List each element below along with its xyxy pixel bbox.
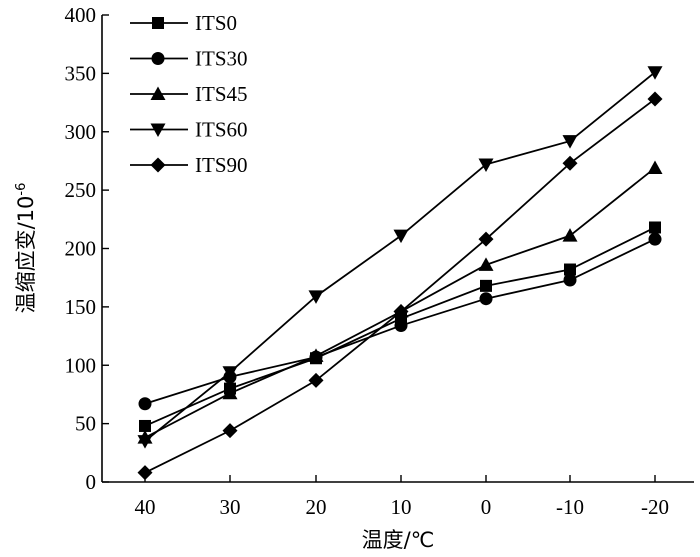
data-point-its90 [647,91,663,107]
data-point-its90 [562,155,578,171]
series-its90 [137,91,663,481]
y-axis-title-exponent: -6 [14,183,29,196]
data-point-its60 [647,66,663,80]
legend-label: ITS45 [195,82,248,106]
data-point-its45 [308,348,324,362]
legend-marker [152,17,164,29]
legend-label: ITS60 [195,118,248,142]
y-axis-title: 温缩应变/10-6 [14,183,38,314]
legend-item-its45: ITS45 [130,82,248,106]
data-point-its30 [479,292,493,306]
data-point-its60 [393,229,409,244]
data-point-its60 [562,135,578,149]
y-tick-label: 300 [65,120,97,144]
legend-item-its60: ITS60 [130,118,248,142]
data-point-its30 [394,319,408,333]
data-point-its45 [478,257,494,271]
data-point-its60 [222,366,238,380]
legend-marker [150,157,166,173]
legend-marker [151,52,165,65]
legend-marker [150,86,166,100]
series-its45 [137,160,663,444]
legend-item-its30: ITS30 [130,47,248,71]
y-axis-title-main: 温缩应变/10 [14,196,38,314]
data-point-its60 [137,435,153,449]
y-tick-label: 250 [65,178,97,202]
series-layer [137,66,663,481]
legend-label: ITS90 [195,153,248,177]
data-point-its60 [308,290,324,304]
data-point-its45 [647,160,663,174]
legend-marker [150,123,166,137]
data-point-its90 [308,372,324,388]
y-tick-label: 400 [65,3,97,27]
legend: ITS0 ITS30 ITS45 ITS60 ITS90 [130,11,248,177]
y-tick-label: 0 [86,470,97,494]
y-tick-label: 50 [75,412,96,436]
legend-label: ITS0 [195,11,237,35]
data-point-its30 [563,273,577,287]
data-point-its30 [138,397,152,411]
series-its60 [137,66,663,449]
x-tick-label: 40 [135,495,156,519]
data-point-its0 [564,263,576,276]
data-point-its0 [480,279,492,292]
y-tick-label: 150 [65,295,97,319]
axes [101,15,694,483]
data-point-its90 [222,423,238,439]
legend-item-its0: ITS0 [130,11,237,35]
data-point-its0 [649,221,661,234]
data-point-its45 [562,228,578,242]
series-line-its45 [144,167,656,439]
data-point-its90 [478,231,494,247]
data-point-its90 [393,304,409,320]
x-tick-label: 20 [306,495,327,519]
x-axis-title: 温度/℃ [362,528,435,552]
data-point-its0 [139,419,151,432]
x-tick-label: -10 [556,495,584,519]
y-ticks: 0 50 100 150 200 250 300 350 400 [65,3,109,494]
data-point-its45 [222,385,238,400]
x-tick-label: 30 [220,495,241,519]
x-ticks: 40 30 20 10 0 -10 -20 [135,475,669,519]
legend-label: ITS30 [195,47,248,71]
legend-item-its90: ITS90 [130,153,248,177]
y-tick-label: 350 [65,61,97,85]
x-tick-label: 10 [391,495,412,519]
data-point-its60 [478,158,494,172]
data-point-its30 [648,232,662,246]
data-point-its90 [137,465,153,481]
y-tick-label: 200 [65,237,97,261]
x-tick-label: -20 [641,495,669,519]
y-tick-label: 100 [65,353,97,377]
x-tick-label: 0 [481,495,492,519]
